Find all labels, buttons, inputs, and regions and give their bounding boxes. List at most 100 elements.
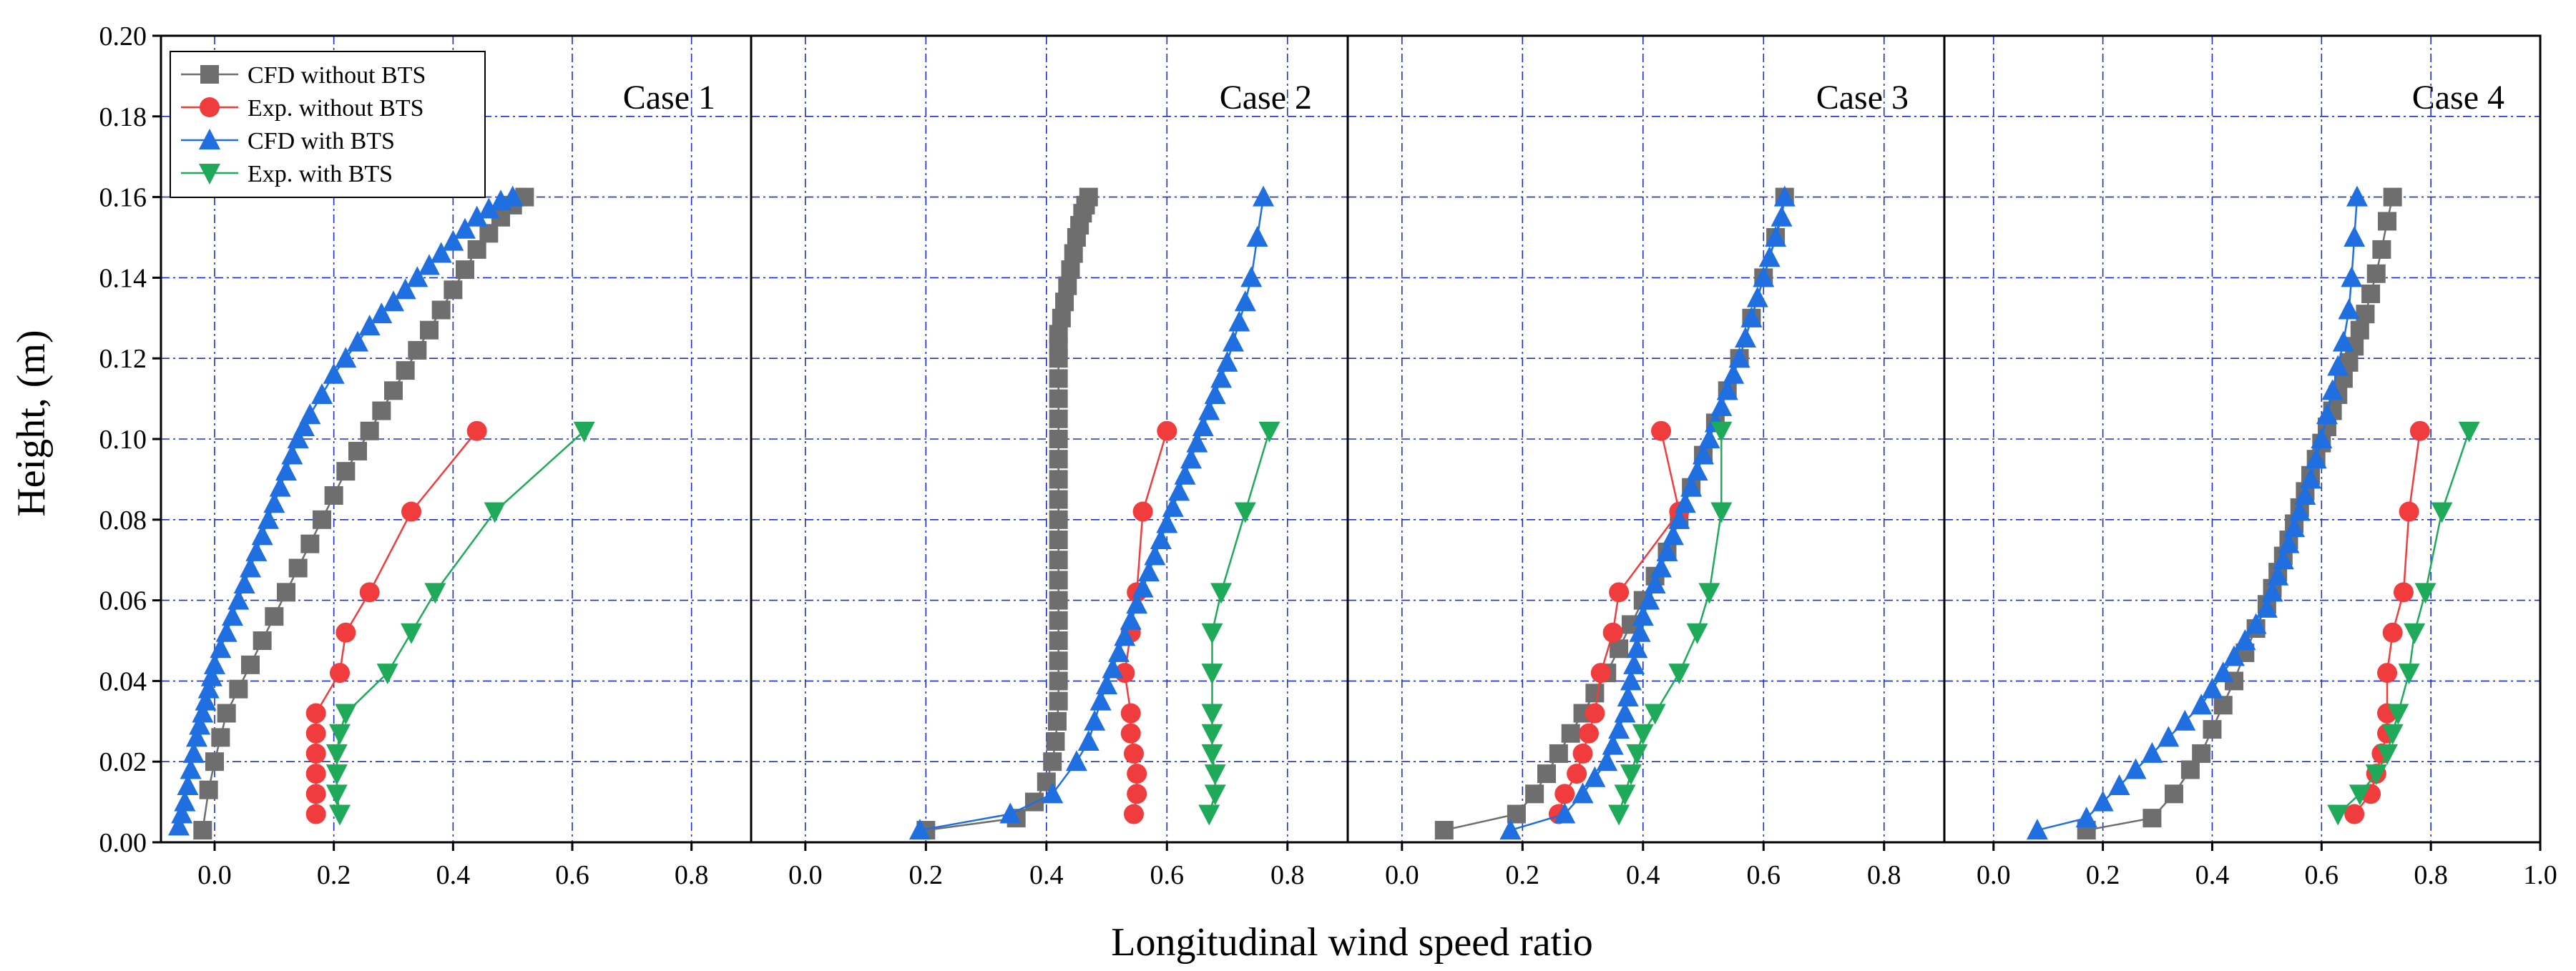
y-tick-label: 0.10 <box>99 425 147 455</box>
data-point <box>2414 583 2437 604</box>
x-tick-label: 0.4 <box>1029 860 1064 890</box>
data-point <box>1758 246 1781 267</box>
data-point <box>251 524 273 546</box>
y-axis-title: Height, (m) <box>9 330 54 516</box>
data-point <box>1204 383 1226 404</box>
legend-entry: CFD without BTS <box>181 62 426 89</box>
series-line <box>2337 430 2470 815</box>
data-point <box>258 508 279 529</box>
x-tick-label: 0.6 <box>2305 860 2339 890</box>
data-point <box>1499 819 1522 840</box>
data-point <box>1132 501 1153 522</box>
data-point <box>288 558 308 578</box>
series-line <box>2086 197 2394 832</box>
data-point <box>1198 804 1220 826</box>
data-point <box>408 340 427 360</box>
data-point <box>1626 744 1648 765</box>
data-point <box>1058 276 1077 295</box>
data-point <box>2404 623 2426 644</box>
legend-marker <box>200 65 219 84</box>
data-point <box>2327 355 2349 376</box>
data-point <box>1698 428 1720 448</box>
data-point <box>401 501 421 522</box>
data-point <box>2174 709 2196 731</box>
data-point <box>182 741 205 763</box>
data-point <box>1668 664 1690 685</box>
legend-label: CFD with BTS <box>248 128 395 154</box>
data-point <box>1204 784 1226 806</box>
data-point <box>324 486 343 505</box>
data-point <box>199 780 218 799</box>
data-point <box>1662 524 1684 546</box>
data-point <box>2305 448 2327 469</box>
data-point <box>205 752 224 772</box>
data-point <box>1567 764 1587 784</box>
x-tick-label: 0.6 <box>555 860 589 890</box>
data-point <box>1753 266 1775 287</box>
data-point <box>2378 212 2397 231</box>
panel-case-1: 0.0 0.2 0.4 0.6 0.8 Case 1 <box>160 34 753 890</box>
legend-label: Exp. with BTS <box>248 161 393 187</box>
data-point <box>171 802 193 824</box>
data-point <box>2398 664 2420 685</box>
data-point <box>1578 723 1599 744</box>
y-tick-label: 0.14 <box>99 263 147 293</box>
data-point <box>2372 240 2391 259</box>
data-point <box>1043 752 1062 772</box>
data-point <box>269 475 291 497</box>
data-point <box>305 743 326 764</box>
data-point <box>305 723 326 744</box>
data-point <box>1585 684 1605 703</box>
series-exp-with-bts <box>1608 421 1733 826</box>
series-line <box>202 196 526 831</box>
data-point <box>1084 709 1106 731</box>
data-point <box>484 502 506 523</box>
data-point <box>1651 420 1672 441</box>
data-point <box>2327 804 2349 826</box>
data-point <box>2381 724 2404 745</box>
data-point <box>2190 694 2213 715</box>
legend-marker <box>200 97 220 117</box>
data-point <box>265 607 284 626</box>
data-point <box>336 622 356 643</box>
y-tick-label: 0.12 <box>99 344 147 374</box>
x-tick-label: 0.0 <box>1385 860 1419 890</box>
x-tick-label: 1.0 <box>2523 860 2557 890</box>
data-point <box>2387 704 2409 725</box>
data-point <box>1123 743 1144 764</box>
data-point <box>1127 764 1147 784</box>
data-point <box>2383 187 2402 207</box>
data-point <box>253 631 272 650</box>
data-point <box>1620 764 1642 786</box>
data-point <box>1107 641 1130 662</box>
data-point <box>1617 685 1639 706</box>
x-tick-label: 0.4 <box>2195 860 2230 890</box>
data-point <box>1572 782 1594 804</box>
y-tick-label: 0.06 <box>99 586 147 616</box>
data-point <box>1650 556 1673 578</box>
data-point <box>1201 744 1223 765</box>
data-point <box>2341 266 2363 287</box>
data-point <box>467 240 486 259</box>
data-point <box>1698 583 1720 604</box>
data-point <box>394 278 416 300</box>
data-point <box>2141 741 2163 763</box>
x-tick-label: 0.4 <box>1626 860 1660 890</box>
data-point <box>2393 582 2414 603</box>
data-point <box>2365 764 2387 786</box>
data-point <box>2382 622 2403 643</box>
data-point <box>2261 581 2283 602</box>
data-point <box>263 492 285 513</box>
y-tick-label: 0.20 <box>99 21 147 51</box>
data-point <box>466 205 488 227</box>
data-point <box>186 726 207 747</box>
data-point <box>1120 703 1141 724</box>
panel-case-4: 0.0 0.2 0.4 0.6 0.8 1.0 Case 4 <box>1943 34 2557 890</box>
legend-entry: Exp. with BTS <box>181 161 393 187</box>
data-point <box>1077 730 1100 751</box>
x-tick-label: 0.8 <box>1867 860 1901 890</box>
data-point <box>1201 623 1223 644</box>
data-point <box>1585 703 1605 724</box>
data-point <box>1572 743 1593 764</box>
data-point <box>2409 420 2430 441</box>
